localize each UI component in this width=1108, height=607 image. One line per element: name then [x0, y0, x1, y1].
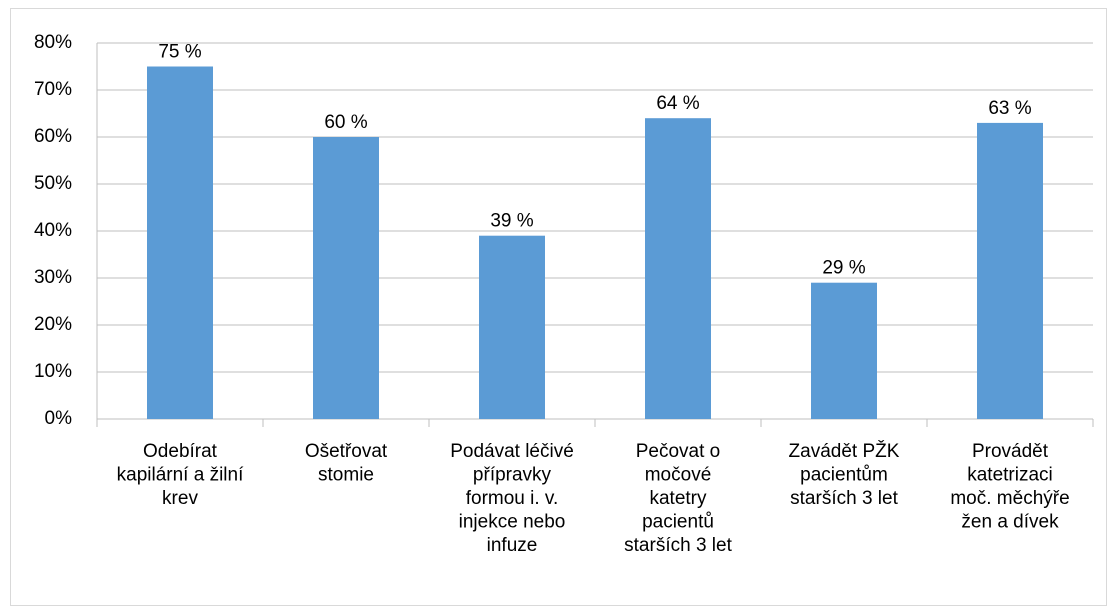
label-line: starších 3 let [624, 535, 732, 556]
label-line: katetry [649, 488, 707, 509]
label-line: formou i. v. [466, 488, 559, 509]
data-label: 75 % [158, 42, 201, 63]
y-tick-label: 80% [34, 32, 72, 53]
label-line: Odebírat [143, 441, 218, 462]
data-label: 39 % [490, 211, 533, 232]
label-line: moč. měchýře [950, 488, 1069, 509]
label-line: stomie [318, 465, 374, 486]
y-tick-label: 40% [34, 220, 72, 241]
label-line: Pečovat o [636, 441, 721, 462]
label-line: žen a dívek [961, 512, 1059, 533]
y-tick-label: 60% [34, 126, 72, 147]
bar [479, 235, 545, 419]
label-line: katetrizaci [967, 465, 1053, 486]
label-line: infuze [487, 535, 538, 556]
x-tick-label: Odebírat kapilární a žilní krev [117, 441, 244, 509]
data-label: 64 % [656, 93, 699, 114]
label-line: Ošetřovat [305, 441, 388, 462]
label-line: pacientů [642, 512, 714, 533]
x-tick-label: Provádět katetrizaci moč. měchýře žen a dív… [950, 441, 1069, 533]
y-tick-label: 50% [34, 173, 72, 194]
data-label: 63 % [988, 98, 1031, 119]
x-tick-label: Ošetřovat stomie [305, 441, 388, 486]
data-label: 29 % [822, 258, 865, 279]
label-line: přípravky [473, 465, 552, 486]
x-tick-label: Pečovat o močové katetry pacientů starších 3… [624, 441, 732, 556]
label-line: injekce nebo [459, 512, 566, 533]
label-line: krev [162, 488, 198, 509]
y-tick-label: 20% [34, 314, 72, 335]
label-line: starších 3 let [790, 488, 898, 509]
bar [645, 118, 711, 419]
bar [977, 122, 1043, 420]
bar [147, 66, 213, 419]
label-line: Zavádět PŽK [789, 440, 900, 462]
y-tick-label: 30% [34, 267, 72, 288]
label-line: Provádět [972, 441, 1049, 462]
x-tick-label: Zavádět PŽK pacientům starších 3 let [789, 440, 900, 509]
label-line: močové [645, 465, 712, 486]
bar [811, 282, 877, 419]
y-tick-label: 10% [34, 361, 72, 382]
label-line: kapilární a žilní [117, 465, 244, 486]
y-tick-label: 70% [34, 79, 72, 100]
label-line: pacientům [800, 465, 888, 486]
data-label: 60 % [324, 112, 367, 133]
y-tick-label: 0% [45, 408, 73, 429]
label-line: Podávat léčivé [450, 441, 574, 462]
x-tick-label: Podávat léčivé přípravky formou i. v. injek… [450, 441, 574, 556]
bar [313, 137, 379, 419]
